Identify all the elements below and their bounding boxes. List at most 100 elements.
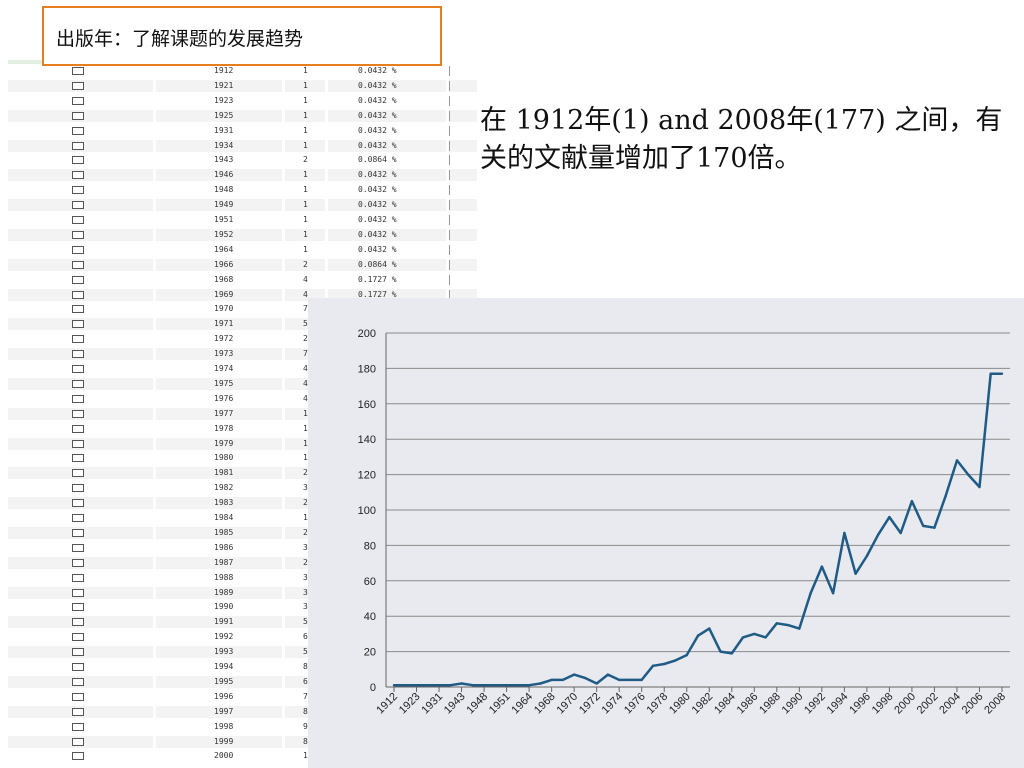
- year-value: 1986: [214, 542, 234, 552]
- row-checkbox[interactable]: [72, 186, 84, 195]
- row-checkbox[interactable]: [72, 558, 84, 567]
- year-cell: 1987: [156, 556, 282, 569]
- row-checkbox[interactable]: [72, 514, 84, 522]
- row-checkbox[interactable]: [72, 677, 84, 686]
- row-checkbox[interactable]: [72, 275, 84, 284]
- table-row: 1912 1 0.0432 %: [8, 64, 500, 79]
- bar-cell: [449, 109, 477, 122]
- row-checkbox[interactable]: [72, 752, 84, 761]
- row-checkbox[interactable]: [72, 245, 84, 254]
- row-checkbox[interactable]: [72, 737, 84, 746]
- row-checkbox[interactable]: [72, 469, 84, 478]
- count-value: 1: [303, 80, 308, 90]
- year-value: 1934: [214, 140, 234, 150]
- count-cell: 30: [285, 542, 325, 554]
- row-checkbox[interactable]: [72, 603, 84, 612]
- row-checkbox[interactable]: [72, 81, 84, 90]
- row-checkbox[interactable]: [72, 484, 84, 493]
- row-checkbox[interactable]: [72, 260, 84, 269]
- row-checkbox[interactable]: [72, 424, 84, 433]
- x-tick-label: 2008: [982, 691, 1008, 717]
- checkbox-cell: [8, 139, 153, 152]
- row-checkbox[interactable]: [72, 692, 84, 701]
- row-checkbox[interactable]: [72, 320, 84, 329]
- data-point: [539, 682, 542, 685]
- row-checkbox[interactable]: [72, 409, 84, 418]
- percent-value: 0.0432 %: [358, 215, 397, 224]
- row-checkbox[interactable]: [72, 543, 84, 552]
- row-checkbox[interactable]: [72, 663, 84, 671]
- table-row: 1970 7: [8, 302, 500, 317]
- checkbox-cell: [8, 377, 153, 390]
- table-row: 1986 30: [8, 541, 500, 556]
- bar-tick: [449, 125, 450, 136]
- row-checkbox[interactable]: [72, 365, 84, 373]
- data-point: [967, 473, 970, 476]
- year-cell: 1986: [156, 542, 282, 554]
- row-checkbox[interactable]: [72, 216, 84, 224]
- data-point: [978, 485, 981, 489]
- year-value: 1923: [214, 95, 234, 105]
- data-point: [708, 627, 711, 630]
- row-checkbox[interactable]: [72, 394, 84, 403]
- count-cell: 87: [285, 661, 325, 673]
- count-value: 1: [303, 185, 308, 195]
- count-cell: 1: [285, 214, 325, 226]
- percent-cell: 0.1727 %: [328, 288, 446, 301]
- table-row: 1921 1 0.0432 %: [8, 79, 500, 94]
- row-checkbox[interactable]: [72, 454, 84, 463]
- row-checkbox[interactable]: [72, 379, 84, 388]
- row-checkbox[interactable]: [72, 171, 84, 180]
- row-checkbox[interactable]: [72, 439, 84, 448]
- row-checkbox[interactable]: [72, 111, 84, 120]
- row-checkbox[interactable]: [72, 722, 84, 731]
- data-point: [764, 636, 767, 639]
- year-value: 1912: [214, 66, 234, 75]
- x-tick-label: 2004: [937, 691, 963, 717]
- bar-cell: [449, 288, 477, 301]
- year-value: 1969: [214, 289, 234, 299]
- row-checkbox[interactable]: [72, 573, 84, 582]
- row-checkbox[interactable]: [72, 588, 84, 597]
- bar-tick: [449, 140, 450, 151]
- data-point: [854, 572, 857, 575]
- x-tick-label: 1912: [374, 691, 400, 717]
- row-checkbox[interactable]: [72, 96, 84, 105]
- x-tick-label: 1948: [464, 691, 490, 717]
- year-cell: 1988: [156, 572, 282, 584]
- row-checkbox[interactable]: [72, 707, 84, 716]
- row-checkbox[interactable]: [72, 350, 84, 359]
- data-point: [561, 678, 565, 682]
- checkbox-cell: [8, 423, 153, 435]
- row-checkbox[interactable]: [72, 648, 84, 657]
- year-value: 1979: [214, 438, 234, 448]
- year-cell: 1931: [156, 125, 282, 137]
- row-checkbox[interactable]: [72, 230, 84, 239]
- table-row: 1946 1 0.0432 %: [8, 168, 500, 183]
- table-row: 1981 29: [8, 466, 500, 481]
- year-value: 1978: [214, 423, 234, 433]
- year-value: 1943: [214, 155, 234, 165]
- checkbox-cell: [8, 467, 153, 480]
- row-checkbox[interactable]: [72, 618, 84, 627]
- count-value: 68: [303, 631, 313, 643]
- row-checkbox[interactable]: [72, 305, 84, 314]
- row-checkbox[interactable]: [72, 335, 84, 344]
- row-checkbox[interactable]: [72, 499, 84, 508]
- count-value: 1: [303, 110, 308, 120]
- year-cell: 1968: [156, 274, 282, 286]
- year-value: 1997: [214, 706, 234, 716]
- count-value: 35: [303, 587, 313, 599]
- trend-chart: 0 20 40 60 80 100 120 140 160 180 200 1912 1923 1931 1…: [308, 298, 1024, 768]
- row-checkbox[interactable]: [72, 126, 84, 135]
- row-checkbox[interactable]: [72, 633, 84, 642]
- row-checkbox[interactable]: [72, 67, 84, 75]
- row-checkbox[interactable]: [72, 528, 84, 537]
- bar-tick: [449, 229, 450, 240]
- row-checkbox[interactable]: [72, 156, 84, 165]
- checkbox-cell: [8, 244, 153, 256]
- row-checkbox[interactable]: [72, 141, 84, 150]
- row-checkbox[interactable]: [72, 201, 84, 210]
- table-row: 1934 1 0.0432 %: [8, 139, 500, 154]
- row-checkbox[interactable]: [72, 290, 84, 299]
